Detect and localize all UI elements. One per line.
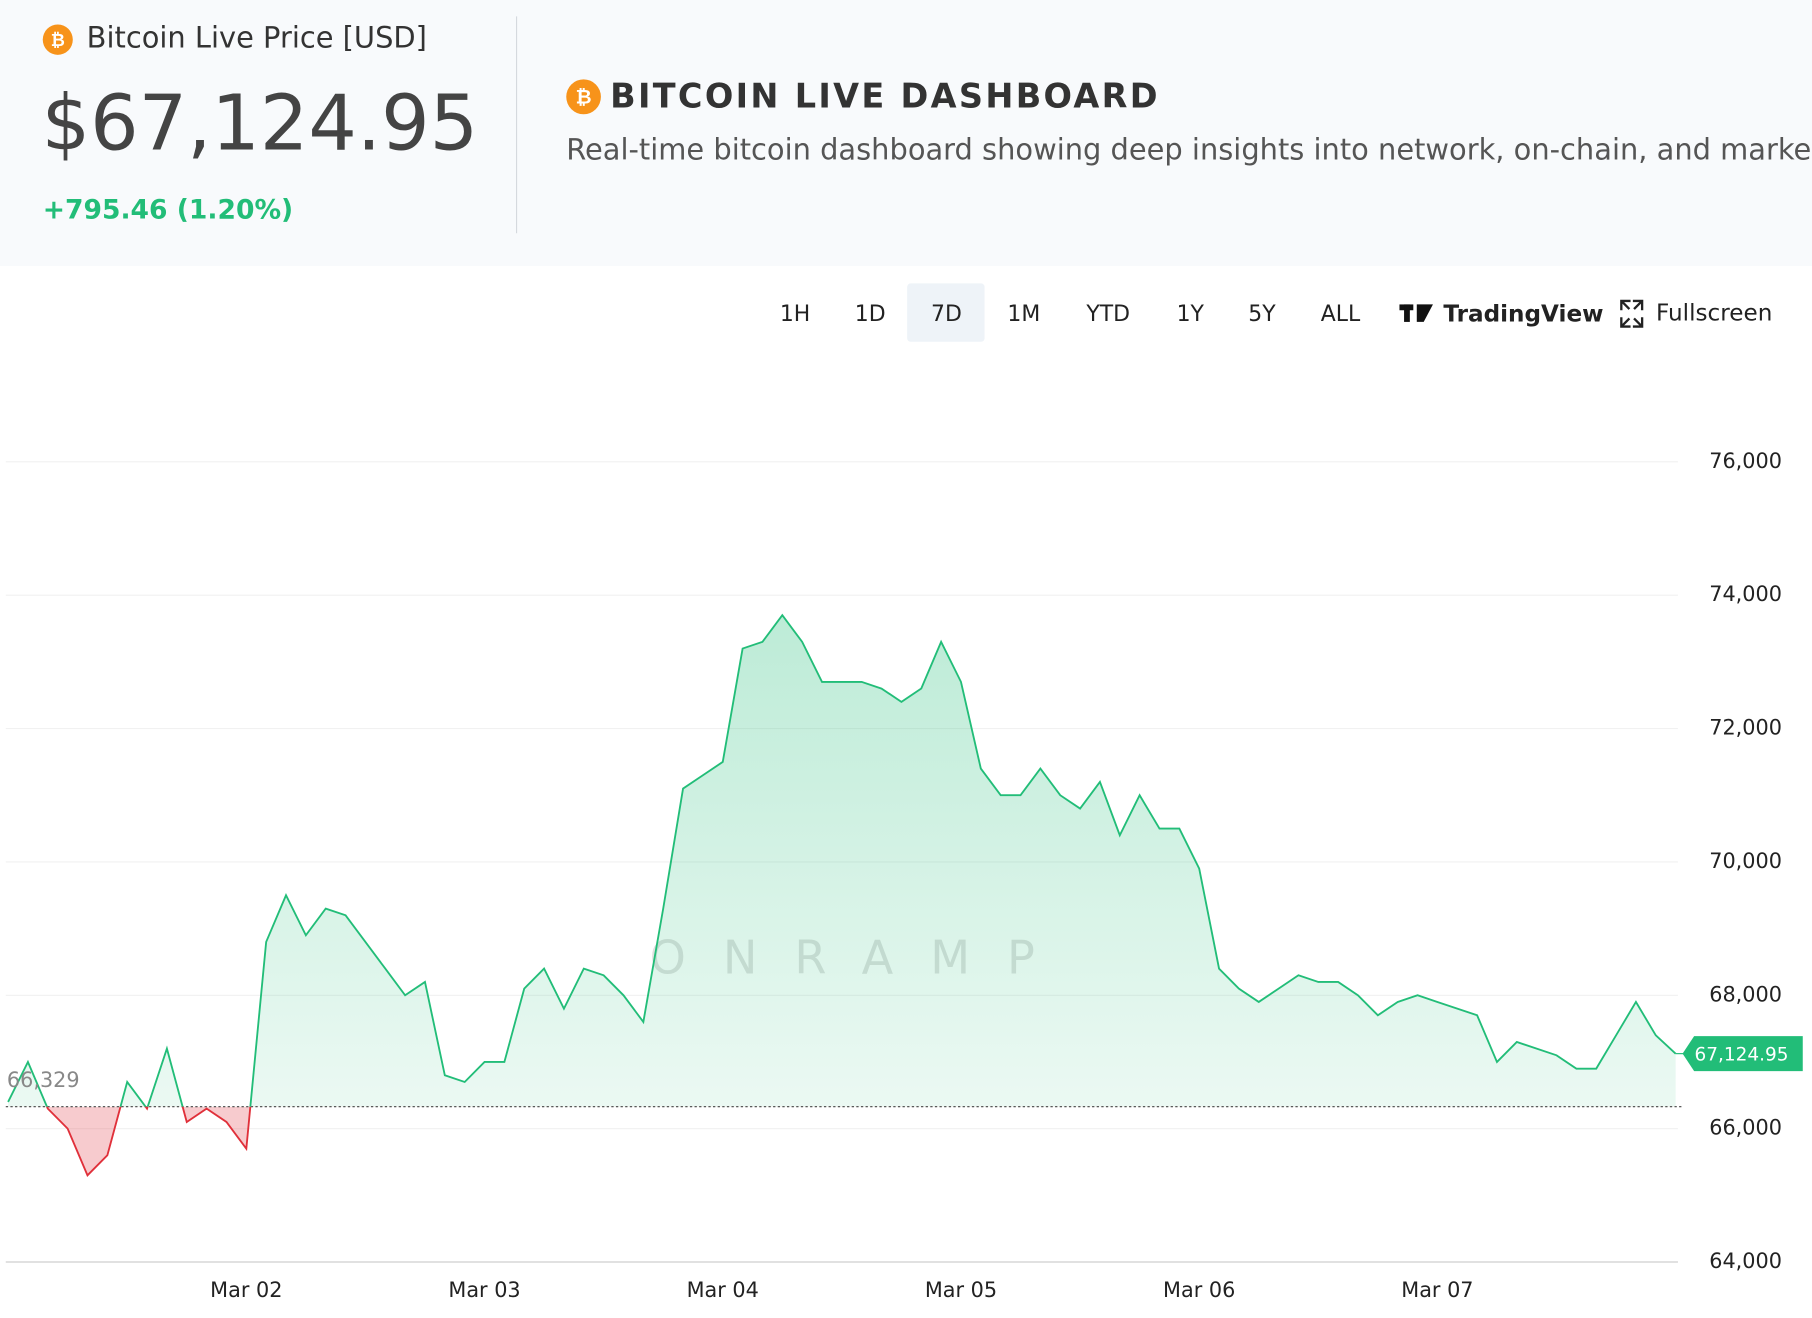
x-tick-label: Mar 02	[210, 1278, 282, 1302]
tradingview: TradingView	[1443, 300, 1603, 327]
tv-logo	[1416, 304, 1433, 322]
range-label: 7D	[931, 302, 962, 327]
range-button[interactable]: 1Y	[1177, 302, 1205, 327]
tradingview-link[interactable]: TradingView	[1399, 300, 1603, 327]
tv-logo	[1404, 304, 1410, 322]
range-button[interactable]: YTD	[1085, 302, 1130, 327]
area-down	[46, 1106, 251, 1176]
range-label: YTD	[1085, 302, 1130, 327]
y-tick-label: 66,000	[1709, 1116, 1782, 1140]
btc-icon	[42, 24, 73, 55]
dashboard-title: BITCOIN LIVE DASHBOARD	[610, 76, 1160, 115]
y-tick-label: 64,000	[1709, 1249, 1782, 1273]
range-selected-bg	[907, 283, 985, 342]
range-button[interactable]: ALL	[1321, 302, 1361, 327]
range-label: 5Y	[1248, 302, 1276, 327]
x-tick-label: Mar 03	[448, 1278, 520, 1302]
y-tick-label: 76,000	[1709, 449, 1782, 473]
x-tick-label: Mar 06	[1163, 1278, 1235, 1302]
btc-glyph: ₿	[51, 31, 65, 51]
range-button[interactable]: 1H	[780, 302, 810, 327]
x-tick-label: Mar 05	[925, 1278, 997, 1302]
line-up	[7, 613, 1677, 1107]
range-label: ALL	[1321, 302, 1361, 327]
dashboard-subtitle: Real-time bitcoin dashboard showing deep…	[566, 133, 1812, 167]
range-button[interactable]: 1M	[1007, 302, 1040, 327]
range-button[interactable]: 7D	[907, 283, 985, 342]
header-bg	[0, 0, 1812, 266]
y-tick-label: 72,000	[1709, 716, 1782, 740]
price: $67,124.95	[42, 79, 479, 168]
last-value-label: 67,124.95	[1694, 1044, 1788, 1065]
fullscreen-button[interactable]: Fullscreen	[1620, 299, 1772, 328]
range-label: 1M	[1007, 302, 1040, 327]
range-label: 1H	[780, 302, 810, 327]
baseline-label: 66,329	[7, 1068, 80, 1092]
x-tick-label: Mar 07	[1401, 1278, 1473, 1302]
range-button[interactable]: 1D	[855, 302, 886, 327]
btc-icon	[566, 79, 601, 115]
fullscreen-icon	[1620, 299, 1644, 328]
range-label: 1D	[855, 302, 886, 327]
y-tick-label: 70,000	[1709, 849, 1782, 873]
area-up	[8, 615, 1676, 1107]
range-button[interactable]: 5Y	[1248, 302, 1276, 327]
price-change: +795.46 (1.20%)	[43, 195, 293, 226]
range-label: 1Y	[1177, 302, 1205, 327]
x-tick-label: Mar 04	[687, 1278, 759, 1302]
fullscreen: Fullscreen	[1656, 299, 1772, 326]
price-title: Bitcoin Live Price [USD]	[87, 21, 427, 55]
y-tick-label: 74,000	[1709, 582, 1782, 606]
y-tick-label: 68,000	[1709, 982, 1782, 1006]
last-value-tag	[1682, 1036, 1803, 1072]
btc-glyph: ₿	[576, 85, 592, 108]
